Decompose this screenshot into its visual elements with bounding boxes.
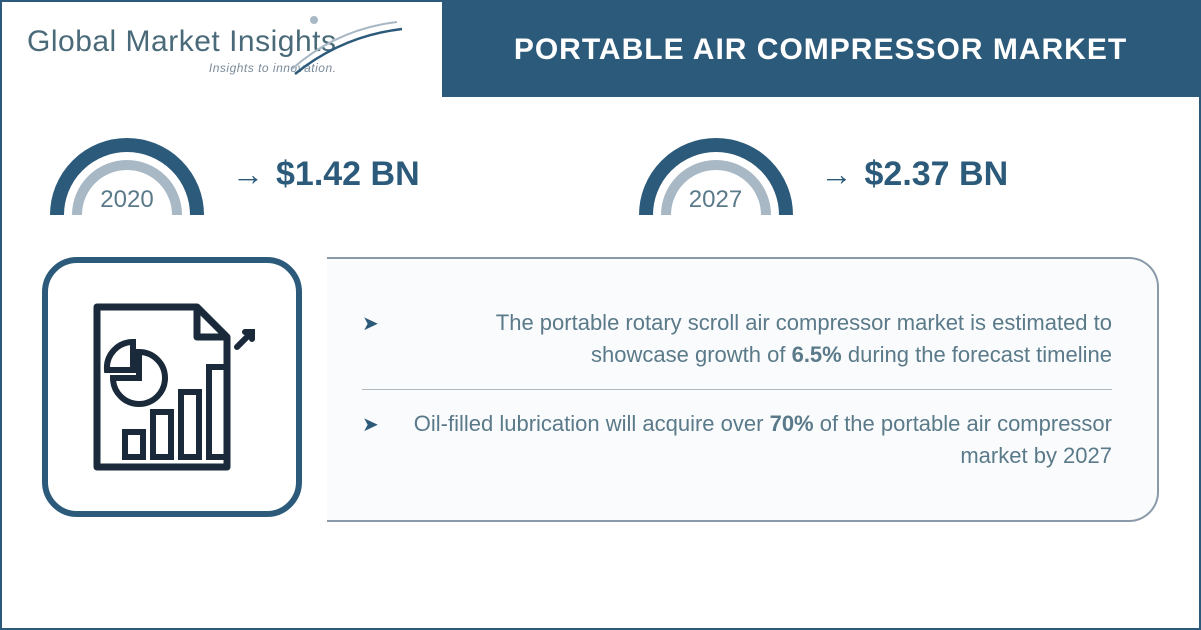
logo-section: Global Market Insights Insights to innov… bbox=[2, 2, 442, 97]
stat-2027: 2027 → $2.37 BN bbox=[631, 127, 1160, 222]
bullet-text: Oil-filled lubrication will acquire over… bbox=[399, 408, 1112, 472]
bullet-arrow-icon: ➤ bbox=[362, 412, 379, 437]
logo-o: o bbox=[58, 25, 75, 58]
stat-value-wrap: → $2.37 BN bbox=[821, 155, 1009, 194]
stat-value-wrap: → $1.42 BN bbox=[232, 155, 420, 194]
arrow-icon: → bbox=[232, 156, 264, 193]
bullet-bold: 70% bbox=[770, 411, 814, 436]
swoosh-icon bbox=[287, 14, 407, 89]
bullet-post: during the forecast timeline bbox=[842, 342, 1112, 367]
bullet-2: ➤ Oil-filled lubrication will acquire ov… bbox=[362, 390, 1112, 490]
stat-value: $1.42 BN bbox=[276, 155, 420, 194]
gauge-year: 2020 bbox=[100, 186, 153, 214]
bullet-pre: Oil-filled lubrication will acquire over bbox=[414, 411, 770, 436]
infographic-container: Global Market Insights Insights to innov… bbox=[0, 0, 1201, 630]
bullet-text: The portable rotary scroll air compresso… bbox=[399, 307, 1112, 371]
report-chart-icon bbox=[77, 292, 267, 482]
bullets-box: ➤ The portable rotary scroll air compres… bbox=[327, 257, 1159, 522]
stat-2020: 2020 → $1.42 BN bbox=[42, 127, 571, 222]
gauge-2020: 2020 bbox=[42, 127, 212, 222]
info-section: ➤ The portable rotary scroll air compres… bbox=[2, 242, 1199, 542]
logo-o-wrap: o bbox=[58, 25, 75, 59]
header: Global Market Insights Insights to innov… bbox=[2, 2, 1199, 97]
report-icon-box bbox=[42, 257, 302, 517]
title-section: PORTABLE AIR COMPRESSOR MARKET bbox=[442, 2, 1199, 97]
stats-row: 2020 → $1.42 BN 2027 → $2.37 BN bbox=[2, 97, 1199, 242]
stat-value: $2.37 BN bbox=[865, 155, 1009, 194]
gauge-year: 2027 bbox=[689, 186, 742, 214]
gauge-2027: 2027 bbox=[631, 127, 801, 222]
logo-part: Gl bbox=[27, 25, 58, 58]
bullet-post: of the portable air compressor market by… bbox=[814, 411, 1112, 468]
arrow-icon: → bbox=[821, 156, 853, 193]
bullet-bold: 6.5% bbox=[792, 342, 842, 367]
bullet-arrow-icon: ➤ bbox=[362, 311, 379, 336]
bullet-1: ➤ The portable rotary scroll air compres… bbox=[362, 289, 1112, 390]
page-title: PORTABLE AIR COMPRESSOR MARKET bbox=[514, 33, 1127, 67]
